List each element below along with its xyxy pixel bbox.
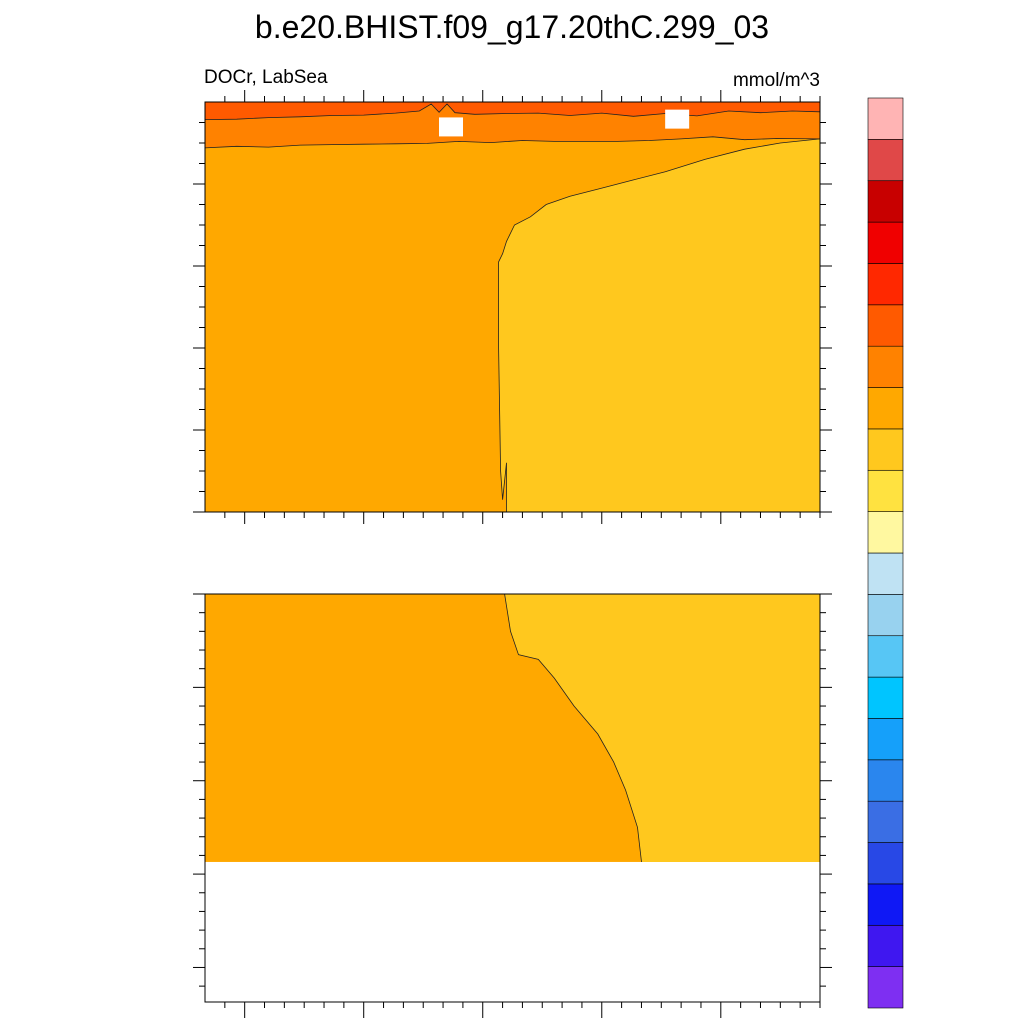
colorbar-swatch: [867, 635, 904, 678]
lower-panel: [193, 593, 832, 1018]
contour-line-37.5: [204, 103, 821, 120]
region-36-36.5: [498, 138, 820, 512]
colorbar: [867, 97, 904, 1009]
colorbar-swatch: [867, 139, 904, 182]
colorbar-swatch: [867, 842, 904, 885]
colorbar-swatch: [867, 552, 904, 595]
colorbar-swatch: [867, 676, 904, 719]
region-37.5-38: [205, 102, 820, 120]
colorbar-swatch: [867, 511, 904, 554]
colorbar-swatch: [867, 180, 904, 223]
contour-line-36.5: [504, 593, 642, 863]
region-36-36.5: [504, 594, 820, 862]
colorbar-swatch: [867, 304, 904, 347]
colorbar-swatch: [867, 924, 904, 967]
contour-label-box: [439, 117, 463, 137]
colorbar-swatch: [867, 883, 904, 926]
colorbar-swatch: [867, 263, 904, 306]
colorbar-swatch: [867, 594, 904, 637]
contour-line-37: [204, 136, 821, 149]
colorbar-swatch: [867, 469, 904, 512]
contour-label-box: [665, 109, 690, 129]
upper-panel: [193, 90, 832, 524]
units-label: mmol/m^3: [733, 70, 820, 91]
colorbar-swatch: [867, 718, 904, 761]
contour-line-36.5: [498, 138, 821, 512]
colorbar-swatch: [867, 221, 904, 264]
colorbar-swatch: [867, 800, 904, 843]
figure-title: b.e20.BHIST.f09_g17.20thC.299_03: [255, 9, 769, 45]
colorbar-swatch: [867, 759, 904, 802]
colorbar-swatch: [867, 966, 904, 1009]
variable-region-label: DOCr, LabSea: [204, 67, 328, 88]
colorbar-swatch: [867, 345, 904, 388]
lower-plot-frame: [204, 593, 821, 1003]
colorbar-swatch: [867, 97, 904, 140]
colorbar-swatch: [867, 387, 904, 430]
colorbar-swatch: [867, 428, 904, 471]
